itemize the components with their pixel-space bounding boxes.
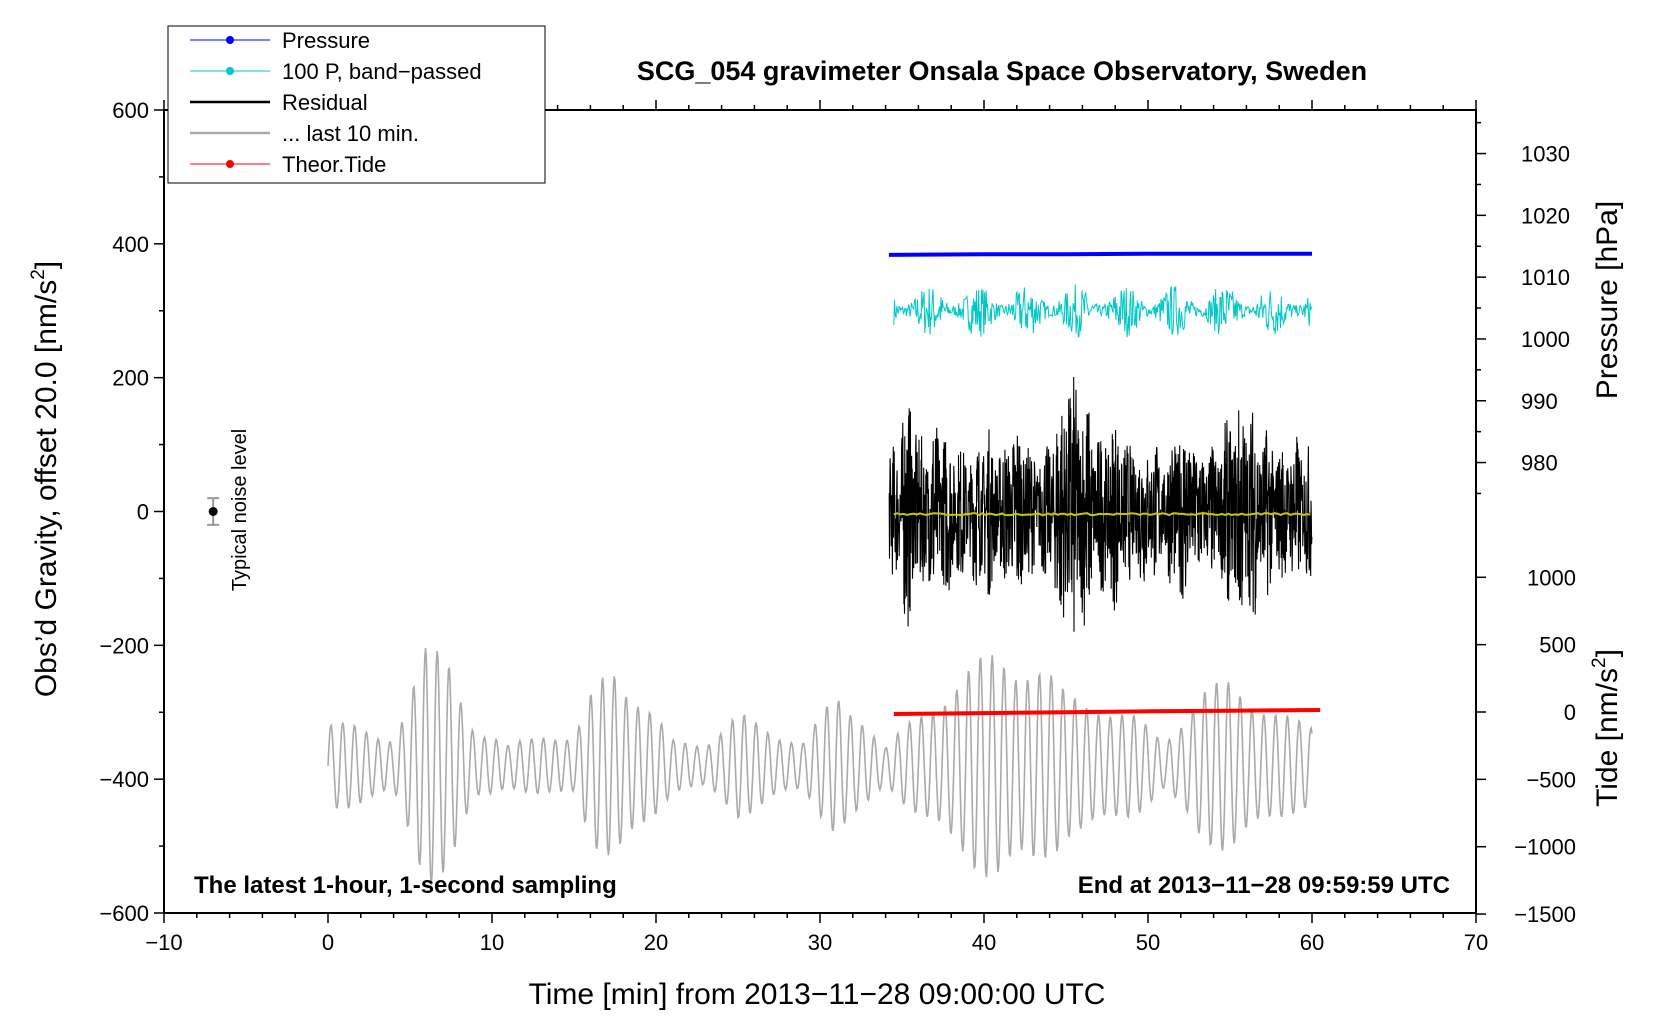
y-tick-label: 400	[112, 232, 149, 257]
x-tick-label: 60	[1300, 930, 1324, 955]
pressure-tick-label: 1030	[1521, 142, 1570, 167]
y-axis-title-main-sup: 2	[28, 269, 49, 280]
y-axis-title-main-text: Obs’d Gravity, offset 20.0 [nm/s	[30, 280, 63, 697]
tide-tick-label: 1000	[1527, 565, 1576, 590]
y-tick-label: 600	[112, 98, 149, 123]
legend-marker-4	[226, 160, 234, 168]
y-axis-title-tide-text: Tide [nm/s	[1591, 668, 1624, 807]
legend-label-3: ... last 10 min.	[282, 121, 419, 146]
axes-layer: −10 0 10 20 30 40 50 60 70−600−400−2000200400600…	[99, 98, 1576, 955]
legend-marker-0	[226, 36, 234, 44]
series-pressure-line	[888, 251, 1312, 257]
legend-marker-1	[226, 67, 234, 75]
tide-tick-label: −1000	[1514, 835, 1576, 860]
x-tick-label: 40	[972, 930, 996, 955]
legend-label-2: Residual	[282, 90, 368, 115]
legend: Pressure 100 P, band−passed Residual ... la…	[167, 25, 546, 184]
series-last-10-min-line	[327, 648, 1313, 886]
y-tick-label: 200	[112, 366, 149, 391]
legend-label-0: Pressure	[282, 28, 370, 53]
x-tick-label: 30	[808, 930, 832, 955]
legend-box	[167, 25, 546, 184]
x-tick-label: 70	[1464, 930, 1488, 955]
y-axis-title-main-end: ]	[30, 261, 63, 269]
pressure-tick-label: 1000	[1521, 327, 1570, 352]
series-layer	[207, 251, 1321, 886]
tide-tick-label: 500	[1539, 633, 1576, 658]
y-axis-title-tide-end: ]	[1591, 649, 1624, 657]
tide-tick-label: 0	[1564, 700, 1576, 725]
tide-tick-label: −1500	[1514, 902, 1576, 927]
chart-title: SCG_054 gravimeter Onsala Space Observat…	[637, 56, 1367, 86]
noise-level-label: Typical noise level	[229, 429, 251, 591]
annotation-right: End at 2013−11−28 09:59:59 UTC	[1078, 872, 1450, 899]
y-tick-label: −200	[99, 633, 149, 658]
x-tick-label: 20	[644, 930, 668, 955]
y-axis-title-tide-sup: 2	[1589, 657, 1610, 668]
pressure-tick-label: 1020	[1521, 203, 1570, 228]
series-residual-line	[888, 376, 1313, 632]
legend-label-1: 100 P, band−passed	[282, 59, 482, 84]
noise-marker-point	[208, 507, 218, 516]
y-axis-title-main: Obs’d Gravity, offset 20.0 [nm/s2]	[28, 261, 63, 697]
series-band-passed-line	[893, 284, 1312, 338]
x-tick-label: −10	[145, 930, 182, 955]
pressure-tick-label: 1010	[1521, 265, 1570, 290]
y-tick-label: −400	[99, 767, 149, 792]
legend-label-4: Theor.Tide	[282, 152, 386, 177]
annotation-left: The latest 1-hour, 1-second sampling	[194, 872, 617, 899]
y-axis-title-pressure: Pressure [hPa]	[1591, 201, 1624, 399]
x-axis-title: Time [min] from 2013−11−28 09:00:00 UTC	[529, 978, 1106, 1011]
y-tick-label: 0	[137, 500, 149, 525]
x-tick-label: 50	[1136, 930, 1160, 955]
y-tick-label: −600	[99, 901, 149, 926]
x-tick-label: 10	[480, 930, 504, 955]
x-tick-label: 0	[322, 930, 334, 955]
series-theor-tide-line	[893, 708, 1321, 716]
pressure-tick-label: 980	[1521, 451, 1558, 476]
pressure-tick-label: 990	[1521, 389, 1558, 414]
tide-tick-label: −500	[1526, 767, 1576, 792]
series-residual-smoothed-line	[893, 512, 1311, 517]
y-axis-title-tide: Tide [nm/s2]	[1589, 649, 1624, 807]
